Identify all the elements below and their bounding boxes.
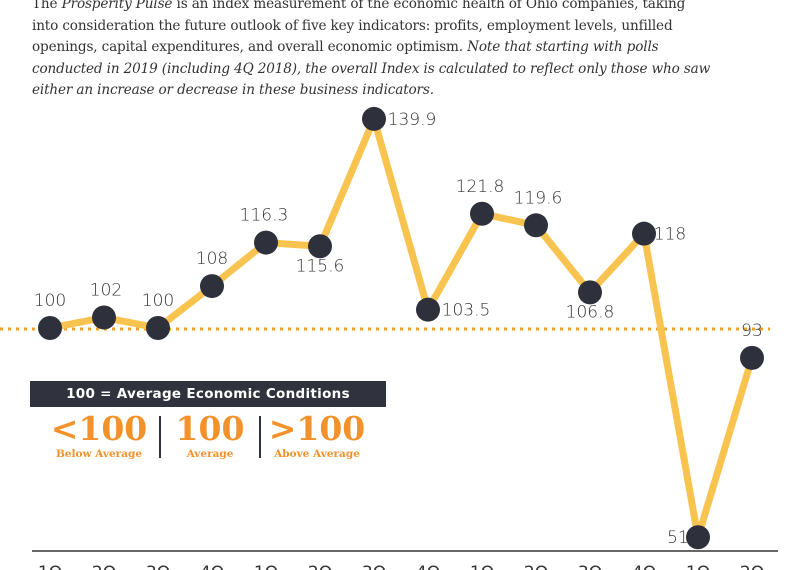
data-point <box>416 297 440 322</box>
legend-small: Average <box>186 448 234 460</box>
data-label: 100 <box>142 291 174 311</box>
data-point <box>524 213 548 238</box>
data-label: 118 <box>654 225 686 245</box>
data-label: 115.6 <box>296 256 345 276</box>
x-tick-label: 2Q <box>308 563 332 570</box>
data-point <box>362 106 386 131</box>
data-point <box>686 525 710 550</box>
intro-note: either an increase or decrease in these … <box>32 82 434 99</box>
intro-text: into consideration the future outlook of… <box>32 17 673 34</box>
data-label: 93 <box>741 321 763 341</box>
data-label: 108 <box>196 249 228 269</box>
legend-average: 100 Average <box>165 409 255 461</box>
data-label: 119.6 <box>514 188 563 208</box>
data-point <box>632 221 656 246</box>
x-tick-label: 4Q <box>200 563 224 570</box>
legend-small: Below Average <box>55 448 143 460</box>
data-point <box>578 280 602 305</box>
legend-title: 100 = Average Economic Conditions <box>30 381 386 407</box>
x-tick-label: 1Q <box>254 563 278 570</box>
intro-note: Note that starting with polls <box>467 39 659 56</box>
intro-text: is an index measurement of the economic … <box>172 0 686 12</box>
x-tick-label: 1Q <box>470 563 494 570</box>
data-label: 116.3 <box>240 206 289 226</box>
intro-paragraph: The Prosperity Pulse is an index measure… <box>32 0 710 102</box>
x-tick-label: 2Q <box>92 563 116 570</box>
data-point <box>254 230 278 255</box>
x-tick-label: 3Q <box>146 563 170 570</box>
x-tick-label: 1Q <box>38 563 62 570</box>
data-point <box>200 274 224 299</box>
legend-above-average: >100 Above Average <box>264 409 370 461</box>
data-point <box>146 316 170 340</box>
intro-text: openings, capital expenditures, and over… <box>32 39 468 56</box>
x-tick-label: 3Q <box>362 563 386 570</box>
legend-below-average: <100 Below Average <box>40 409 158 461</box>
data-label: 103.5 <box>442 301 491 321</box>
x-tick-label: 4Q <box>632 563 656 570</box>
legend-big: >100 <box>268 409 366 448</box>
legend-divider <box>259 416 261 458</box>
data-point <box>740 345 764 370</box>
intro-note: conducted in 2019 (including 4Q 2018), t… <box>32 60 711 77</box>
x-tick-label: 1Q <box>686 563 710 570</box>
legend-small: Above Average <box>274 448 360 460</box>
data-label: 51 <box>667 528 689 548</box>
data-label: 100 <box>34 291 66 311</box>
intro-text: The <box>32 0 62 12</box>
data-label: 106.8 <box>566 302 615 322</box>
x-tick-label: 2Q <box>524 563 548 570</box>
data-point <box>92 305 116 330</box>
legend-big: <100 <box>50 409 148 448</box>
data-label: 121.8 <box>456 177 505 197</box>
data-label: 139.9 <box>388 110 437 130</box>
data-label: 102 <box>90 281 122 301</box>
x-tick-label: 3Q <box>578 563 602 570</box>
intro-title-italic: Prosperity Pulse <box>61 0 173 12</box>
legend-divider <box>159 416 161 458</box>
legend-big: 100 <box>175 409 245 448</box>
x-tick-label: 2Q <box>740 563 764 570</box>
data-point <box>470 201 494 226</box>
data-point <box>308 234 332 259</box>
x-tick-label: 4Q <box>416 563 440 570</box>
data-point <box>38 316 62 340</box>
